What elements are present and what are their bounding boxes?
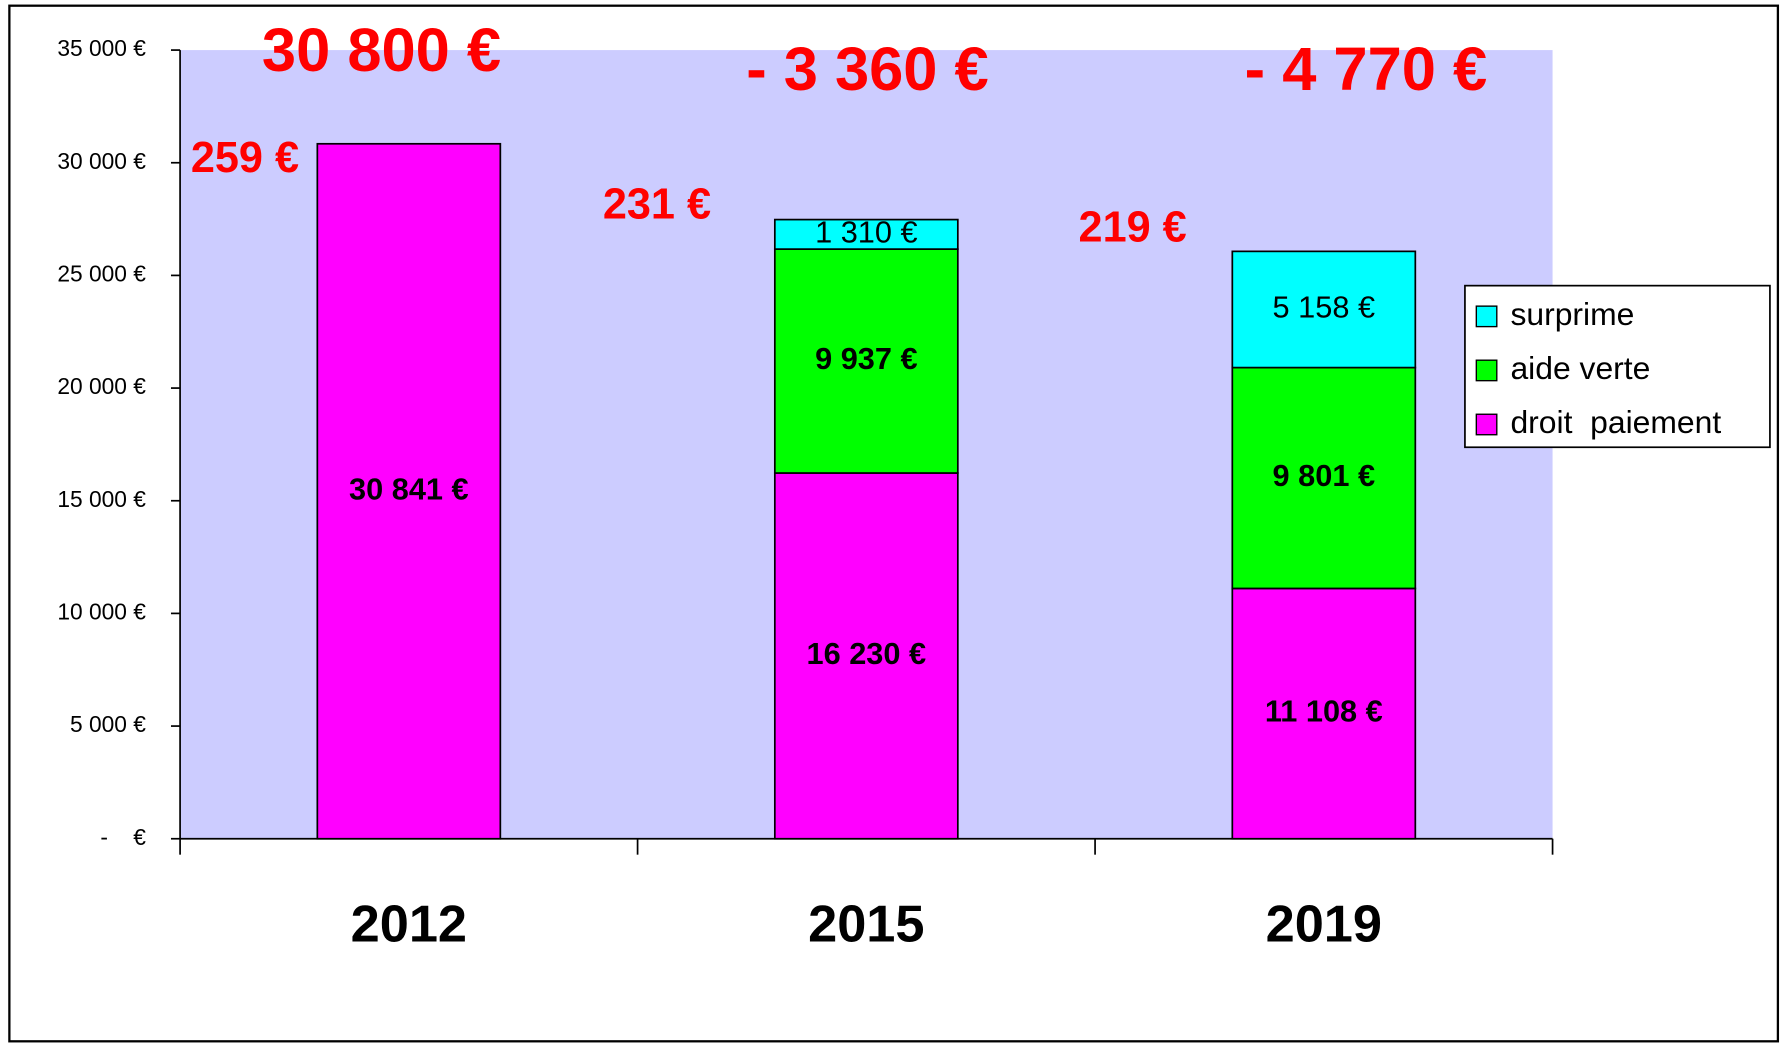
y-tick-label: 5 000 € — [70, 711, 146, 737]
data-label: 30 841 € — [349, 471, 469, 506]
legend-swatch — [1475, 305, 1498, 328]
legend-swatch — [1475, 359, 1498, 382]
bar-segment — [1231, 250, 1417, 369]
legend-label: aide verte — [1510, 350, 1650, 386]
annotation: 231 € — [603, 181, 711, 229]
bar-segment — [773, 248, 959, 474]
legend-box — [1464, 284, 1771, 449]
x-tick-label: 2015 — [808, 895, 924, 953]
legend-swatch — [1475, 413, 1498, 436]
bar-segment — [316, 142, 502, 840]
x-tick-label: 2012 — [351, 895, 467, 953]
data-label: 5 158 € — [1273, 290, 1376, 325]
y-tick-label: 10 000 € — [57, 598, 146, 624]
y-tick-label: 15 000 € — [57, 486, 146, 512]
legend-label: surprime — [1510, 296, 1634, 332]
data-label: 16 230 € — [807, 636, 927, 671]
bar-segment — [773, 472, 959, 840]
bar-segment — [1231, 587, 1417, 840]
annotation: 259 € — [191, 134, 299, 182]
y-tick-label: 30 000 € — [57, 148, 146, 174]
y-tick-label: 20 000 € — [57, 373, 146, 399]
x-tick-label: 2019 — [1266, 895, 1382, 953]
annotation: 219 € — [1079, 203, 1187, 251]
bar-segment — [773, 218, 959, 250]
annotation: - 4 770 € — [1245, 35, 1488, 104]
data-label: 9 937 € — [815, 341, 917, 376]
data-label: 11 108 € — [1265, 694, 1383, 729]
y-tick-label: 25 000 € — [57, 260, 146, 286]
data-label: 1 310 € — [815, 214, 917, 249]
y-tick-label: 35 000 € — [57, 35, 146, 61]
annotation: - 3 360 € — [746, 35, 989, 104]
data-label: 9 801 € — [1273, 458, 1376, 493]
y-tick-label: - € — [100, 824, 146, 850]
annotation: 30 800 € — [262, 16, 501, 85]
legend-label: droit paiement — [1510, 404, 1721, 440]
